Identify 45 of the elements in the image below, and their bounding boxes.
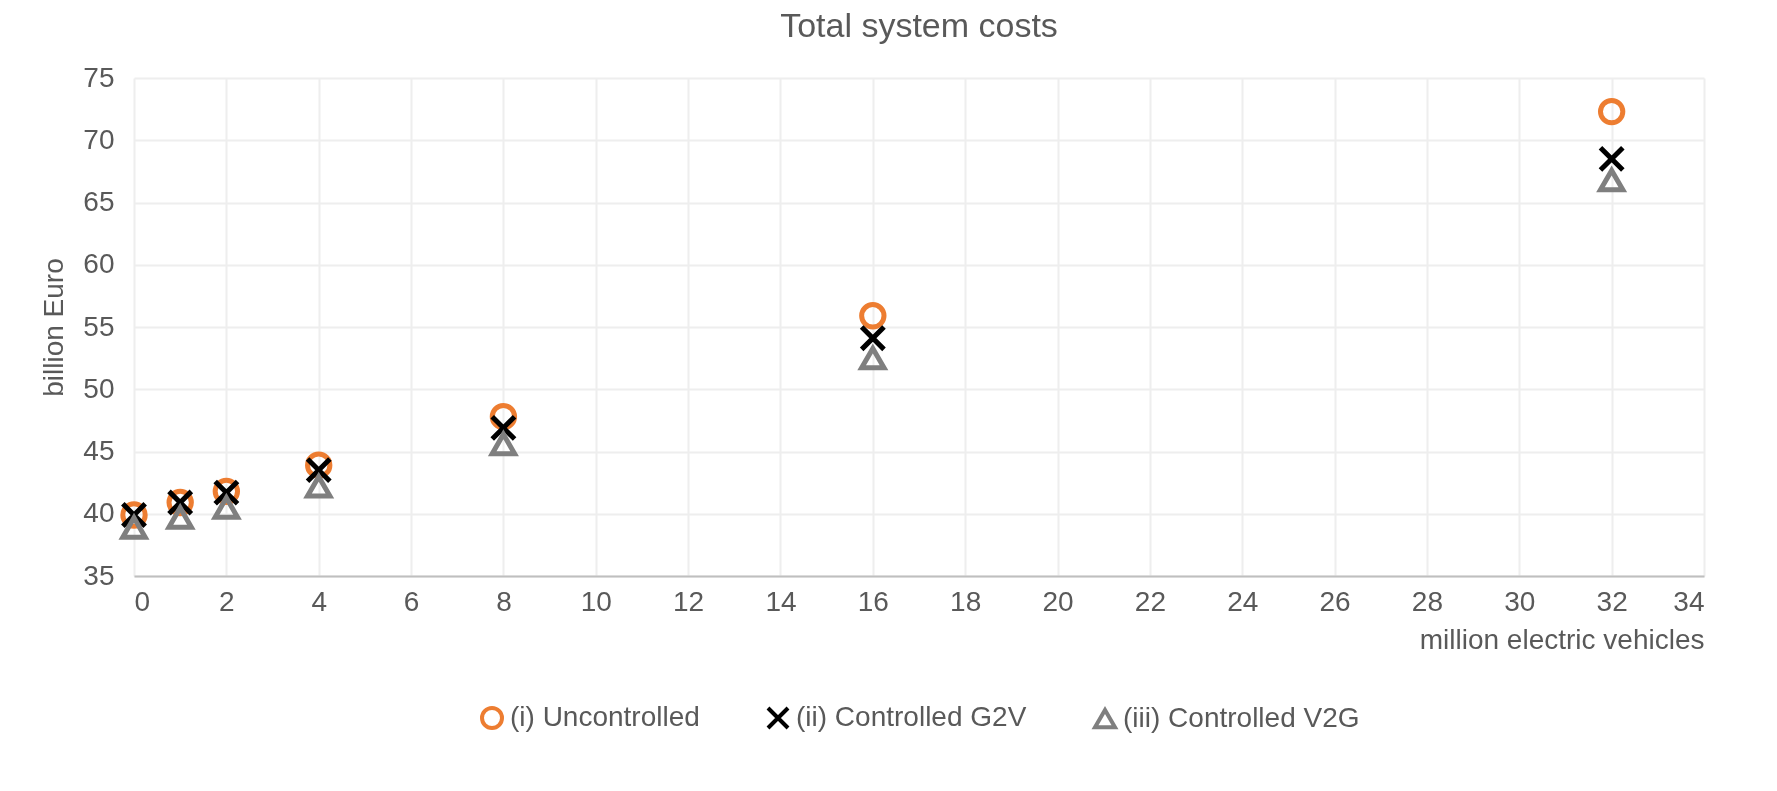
x-axis-title: million electric vehicles	[1419, 623, 1705, 655]
y-tick-label: 45	[83, 435, 115, 466]
x-tick-label: 30	[1504, 585, 1536, 617]
x-tick-label: 34	[1673, 585, 1705, 617]
point	[212, 495, 241, 520]
x-tick-label: 26	[1319, 585, 1351, 617]
y-axis-title: billion Euro	[38, 258, 70, 397]
point	[859, 324, 887, 352]
y-tick-label: 50	[83, 372, 115, 404]
x-tick-label: 16	[857, 585, 889, 617]
x-tick-label: 20	[1042, 585, 1074, 617]
point	[488, 429, 519, 457]
point	[120, 515, 148, 540]
point	[305, 456, 333, 484]
legend-label: (i) Uncontrolled	[510, 701, 700, 732]
y-tick-label: 75	[83, 61, 115, 93]
legend-label: (iii) Controlled V2G	[1123, 701, 1360, 733]
x-tick-label: 10	[580, 585, 612, 617]
y-tick-label: 60	[83, 248, 115, 280]
x-tick-label: 28	[1411, 585, 1444, 617]
x-tick-label: 8	[496, 585, 512, 617]
point	[859, 302, 887, 330]
x-tick-label: 32	[1596, 585, 1628, 617]
x-tick-label: 14	[765, 585, 797, 617]
point	[1597, 145, 1626, 173]
x-tick-label: 22	[1134, 585, 1166, 617]
y-tick-label: 55	[83, 310, 115, 342]
x-tick-label: 4	[311, 585, 327, 617]
x-tick-label: 0	[134, 585, 151, 617]
point	[1597, 97, 1626, 126]
point	[1596, 165, 1627, 193]
y-tick-label: 70	[83, 123, 115, 155]
y-tick-label: 35	[83, 559, 115, 591]
x-tick-label: 12	[673, 585, 705, 617]
y-tick-label: 40	[83, 497, 115, 529]
chart-title: Total system costs	[780, 6, 1058, 44]
x-tick-label: 18	[950, 585, 982, 617]
x-tick-label: 24	[1227, 585, 1259, 617]
point	[489, 414, 518, 442]
point	[305, 474, 333, 499]
y-tick-label: 65	[83, 186, 115, 217]
x-tick-label: 6	[403, 585, 420, 617]
point	[166, 505, 194, 530]
x-tick-label: 2	[219, 585, 235, 617]
legend-label: (ii) Controlled G2V	[796, 701, 1027, 732]
